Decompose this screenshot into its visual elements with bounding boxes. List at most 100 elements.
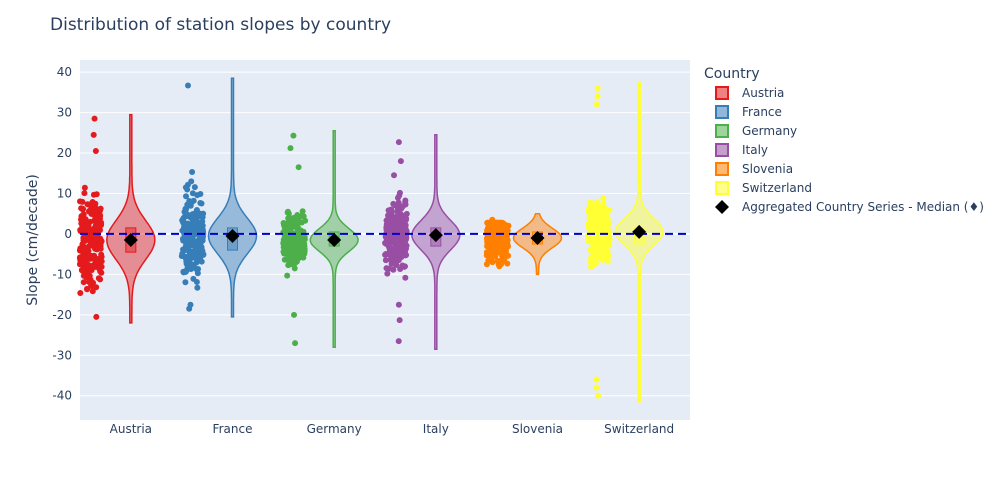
data-point bbox=[198, 251, 205, 258]
data-point bbox=[599, 214, 606, 221]
data-point bbox=[96, 207, 103, 214]
outlier-point bbox=[593, 376, 600, 383]
data-point bbox=[280, 239, 287, 246]
data-point bbox=[93, 191, 100, 198]
data-point bbox=[298, 213, 305, 220]
outlier-point bbox=[93, 313, 100, 320]
violin-switzerland[interactable] bbox=[585, 81, 664, 403]
data-point bbox=[391, 253, 398, 260]
data-point bbox=[391, 228, 398, 235]
data-point bbox=[599, 247, 606, 254]
data-point bbox=[588, 236, 595, 243]
data-point bbox=[77, 254, 84, 261]
data-point bbox=[193, 278, 200, 285]
violin-body bbox=[106, 113, 156, 324]
data-point bbox=[589, 201, 596, 208]
data-point bbox=[289, 240, 296, 247]
outlier-point bbox=[395, 139, 402, 146]
outlier-point bbox=[287, 145, 294, 152]
data-point bbox=[195, 211, 202, 218]
data-point bbox=[502, 225, 509, 232]
x-tick-label: Slovenia bbox=[512, 422, 563, 436]
data-point bbox=[81, 190, 88, 197]
data-point bbox=[190, 197, 197, 204]
data-point bbox=[594, 254, 601, 261]
outlier-point bbox=[595, 392, 602, 399]
data-point bbox=[385, 251, 392, 258]
data-point bbox=[384, 270, 391, 277]
outlier-point bbox=[292, 340, 299, 347]
median-diamond bbox=[327, 233, 342, 247]
data-point bbox=[402, 274, 409, 281]
data-point bbox=[182, 279, 189, 286]
y-tick-label: -10 bbox=[52, 267, 72, 281]
data-point bbox=[92, 255, 99, 262]
legend-swatch bbox=[715, 86, 729, 100]
data-point bbox=[484, 252, 491, 259]
legend-swatch bbox=[715, 181, 729, 195]
data-point bbox=[189, 211, 196, 218]
y-axis-title: Slope (cm/decade) bbox=[25, 174, 41, 306]
y-tick-label: -30 bbox=[52, 348, 72, 362]
legend-swatch bbox=[715, 105, 729, 119]
x-axis-ticks: Austria France Germany Italy Slovenia Switzer… bbox=[110, 422, 675, 436]
x-tick-label: Switzerland bbox=[604, 422, 674, 436]
legend-label: Aggregated Country Series - Median (♦) bbox=[742, 200, 984, 214]
data-point bbox=[591, 214, 598, 221]
data-point bbox=[586, 246, 593, 253]
data-point bbox=[383, 265, 390, 272]
x-tick-label: Austria bbox=[110, 422, 152, 436]
data-point bbox=[390, 266, 397, 273]
data-point bbox=[96, 212, 103, 219]
data-point bbox=[96, 241, 103, 248]
data-point bbox=[585, 208, 592, 215]
x-tick-label: France bbox=[213, 422, 253, 436]
data-point bbox=[89, 198, 96, 205]
data-point bbox=[296, 236, 303, 243]
data-point bbox=[285, 262, 292, 269]
legend-label: France bbox=[742, 105, 782, 119]
legend-label: Switzerland bbox=[742, 181, 812, 195]
data-point bbox=[200, 210, 207, 217]
outlier-point bbox=[397, 158, 404, 165]
data-point bbox=[281, 220, 288, 227]
data-point bbox=[600, 195, 607, 202]
y-tick-label: -20 bbox=[52, 308, 72, 322]
data-point bbox=[603, 236, 610, 243]
data-point bbox=[84, 201, 91, 208]
data-point bbox=[90, 243, 97, 250]
data-point bbox=[587, 215, 594, 222]
legend[interactable]: Country Austria France Germany Italy Sloveni… bbox=[704, 66, 984, 214]
x-tick-label: Italy bbox=[423, 422, 449, 436]
data-point bbox=[495, 238, 502, 245]
data-point bbox=[605, 227, 612, 234]
outlier-point bbox=[395, 301, 402, 308]
legend-label: Austria bbox=[742, 86, 784, 100]
data-point bbox=[78, 220, 85, 227]
data-point bbox=[602, 252, 609, 259]
data-point bbox=[401, 238, 408, 245]
median-diamond bbox=[123, 233, 138, 247]
data-point bbox=[402, 197, 409, 204]
data-point bbox=[183, 210, 190, 217]
data-point bbox=[284, 272, 291, 279]
data-point bbox=[194, 284, 201, 291]
outlier-point bbox=[594, 85, 601, 92]
data-point bbox=[291, 257, 298, 264]
data-point bbox=[386, 246, 393, 253]
data-point bbox=[80, 279, 87, 286]
data-point bbox=[386, 235, 393, 242]
data-point bbox=[595, 203, 602, 210]
data-point bbox=[395, 199, 402, 206]
data-point bbox=[393, 236, 400, 243]
data-point bbox=[84, 286, 91, 293]
data-point bbox=[189, 228, 196, 235]
violin-slovenia[interactable] bbox=[483, 212, 563, 276]
data-point bbox=[489, 251, 496, 258]
violin-body bbox=[614, 81, 664, 403]
data-point bbox=[400, 222, 407, 229]
data-point bbox=[87, 254, 94, 261]
data-point bbox=[80, 249, 87, 256]
data-point bbox=[196, 219, 203, 226]
data-point bbox=[496, 247, 503, 254]
